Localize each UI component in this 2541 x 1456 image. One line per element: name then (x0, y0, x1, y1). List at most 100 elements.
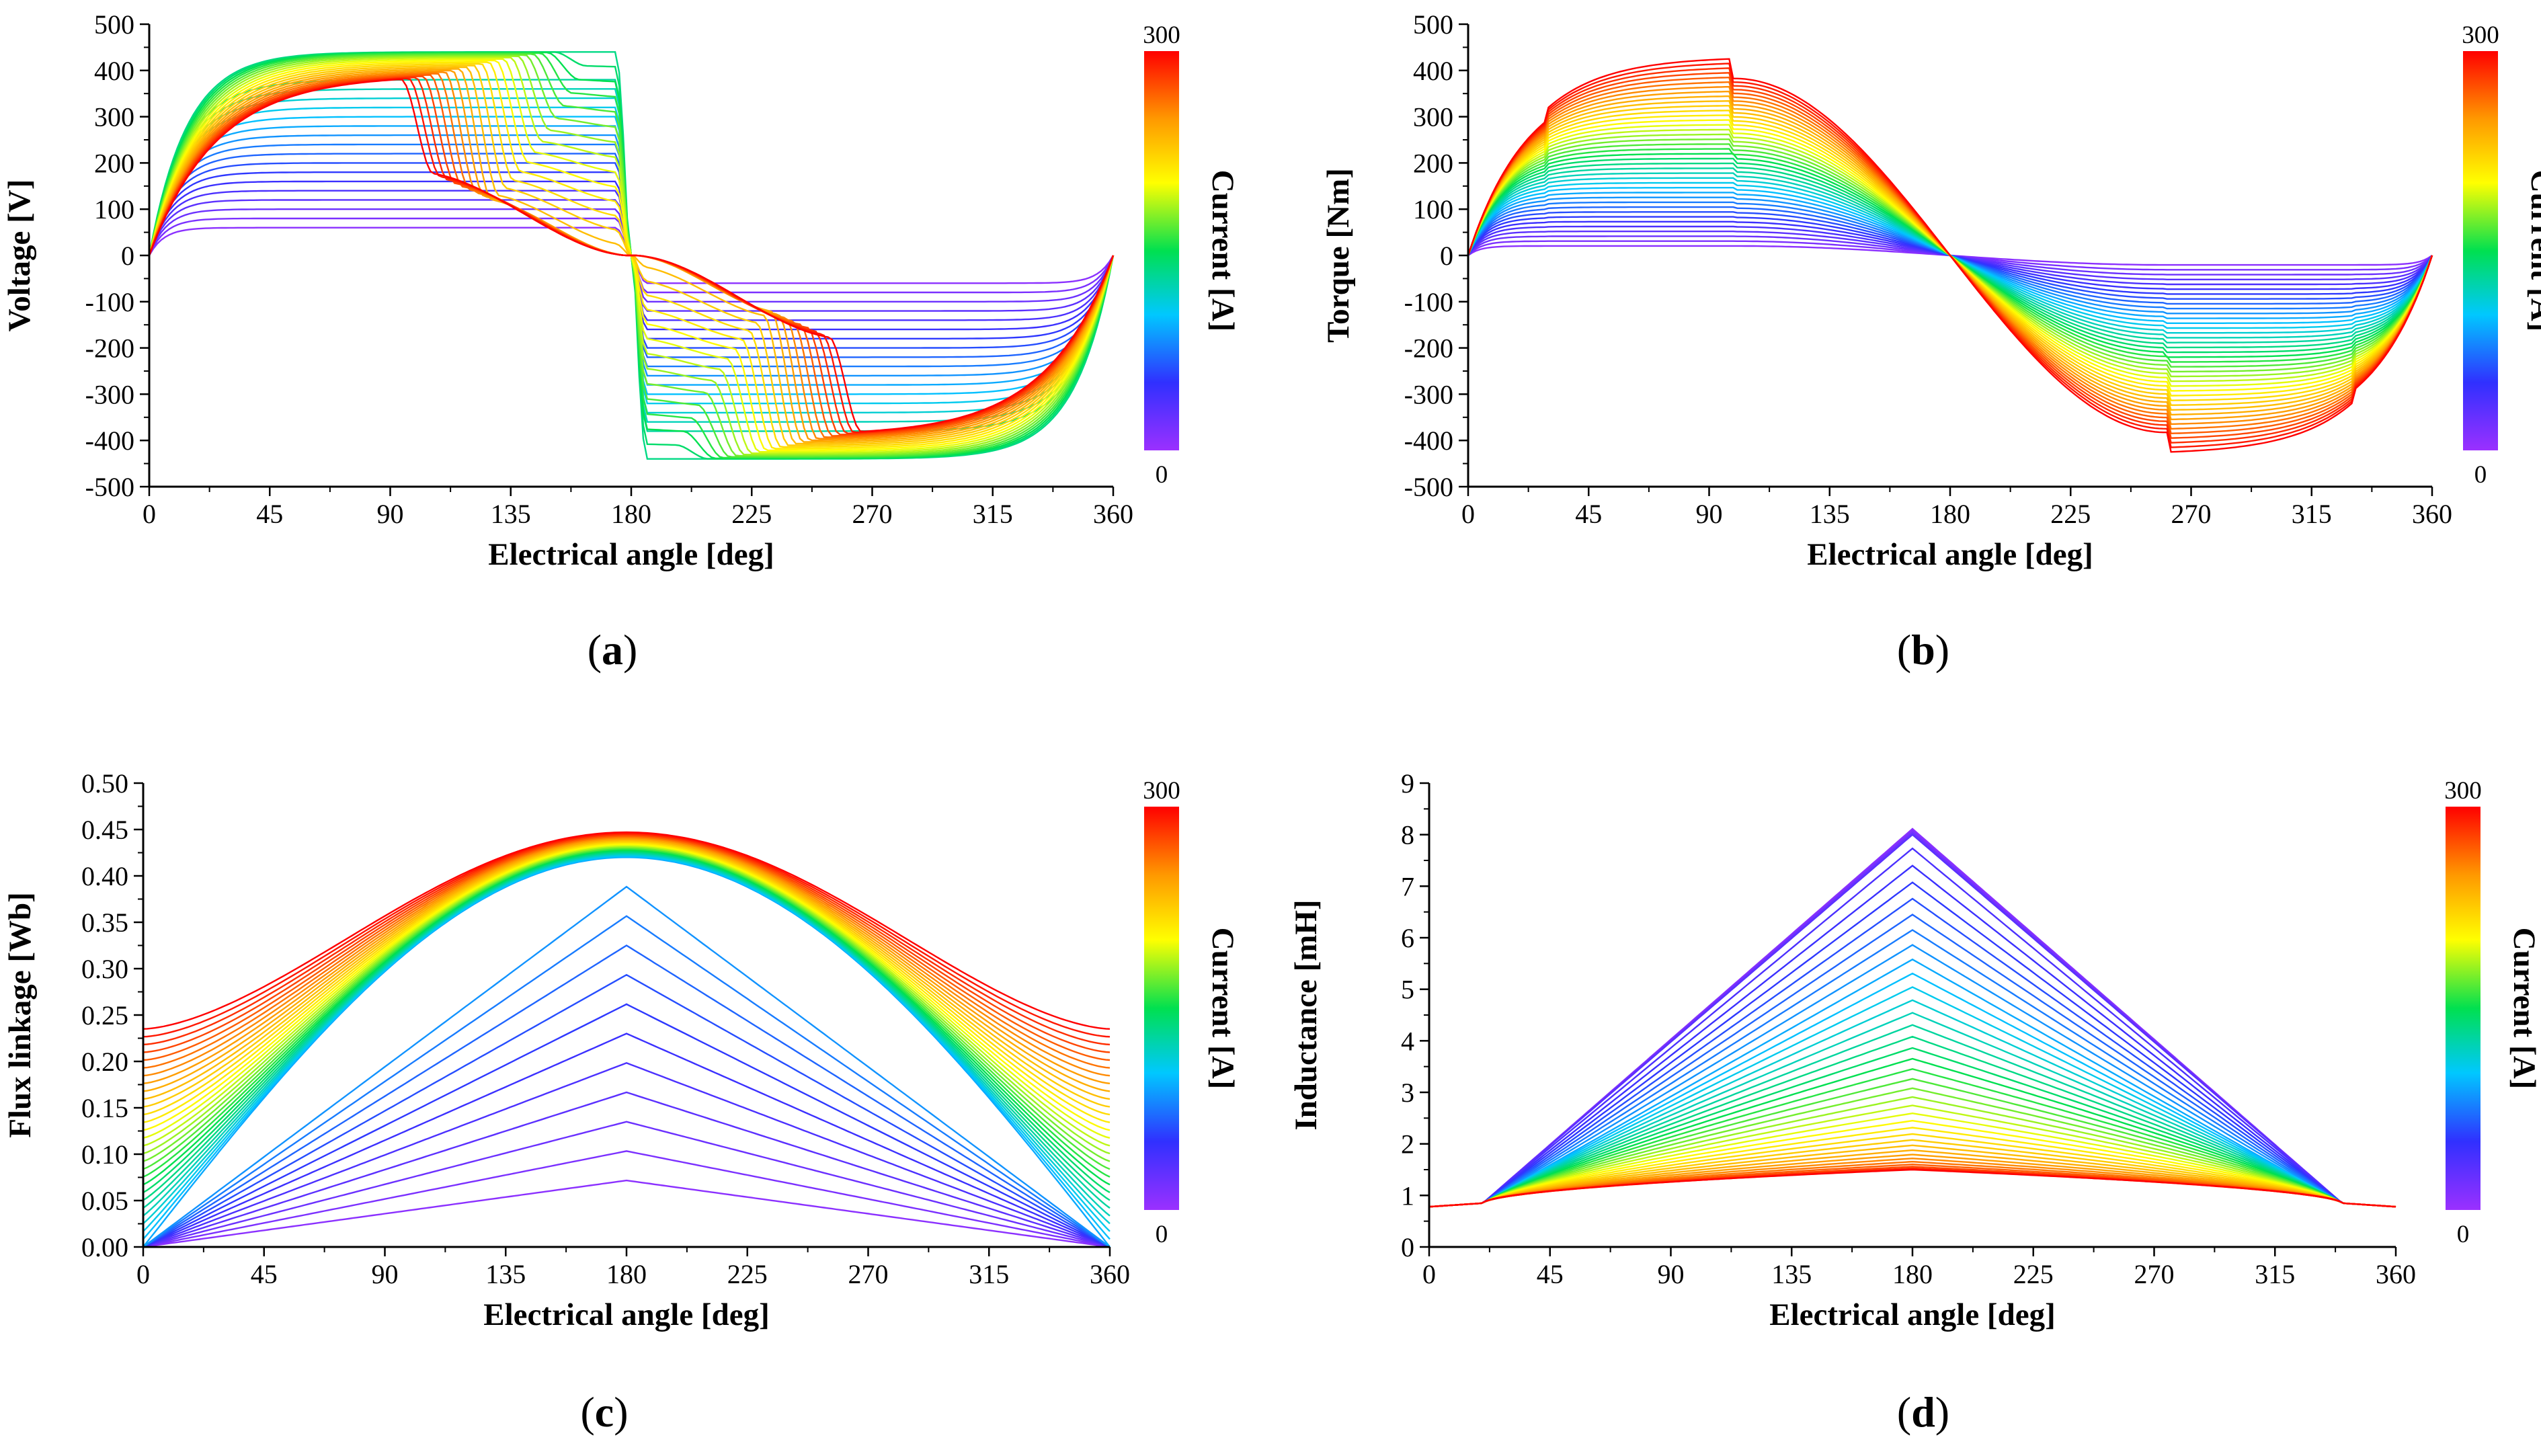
y-axis-title: Torque [Nm] (1321, 168, 1356, 343)
series-line (1428, 1119, 2396, 1208)
panel-label-open-paren: ( (588, 626, 602, 674)
series-line (1428, 914, 2396, 1208)
y-tick-label: 200 (94, 148, 134, 178)
series-line (143, 854, 1111, 1225)
x-tick-label: 360 (2376, 1259, 2416, 1289)
panel-label-letter: b (1911, 626, 1935, 674)
y-tick-label: 400 (94, 56, 134, 86)
panel-label-close-paren: ) (623, 626, 637, 674)
x-tick-label: 225 (731, 499, 772, 529)
x-tick-label: 180 (1930, 499, 1970, 529)
series-group (1428, 827, 2396, 1208)
series-line (1428, 1035, 2396, 1208)
x-tick-label: 0 (143, 499, 156, 529)
series-line (143, 973, 1111, 1248)
x-tick-label: 225 (2013, 1259, 2054, 1289)
panel-label: (b) (1897, 626, 1949, 674)
colorbar (2463, 51, 2498, 450)
x-axis-title: Electrical angle [deg] (488, 537, 774, 572)
chart-panel-c: 0 45 90 135 180 225 270 315 360 0.00 0.05 0.10 0.15 0… (3, 768, 1240, 1436)
panel-label-open-paren: ( (1897, 626, 1911, 674)
series-line (143, 854, 1111, 1232)
series-line (143, 841, 1111, 1116)
x-tick-label: 135 (491, 499, 531, 529)
y-tick-label: -300 (85, 379, 134, 409)
series-line (143, 832, 1111, 1038)
colorbar-max-label: 300 (2462, 22, 2499, 49)
series-line (1428, 944, 2396, 1208)
x-tick-label: 315 (973, 499, 1013, 529)
x-tick-label: 135 (1771, 1259, 1812, 1289)
y-tick-label: 0.15 (81, 1093, 128, 1123)
chart-panel-d: 0 45 90 135 180 225 270 315 3600123456789Electri… (1289, 768, 2541, 1436)
x-tick-label: 270 (2134, 1259, 2175, 1289)
y-tick-label: 0.40 (81, 861, 128, 891)
panel-label: (a) (588, 626, 638, 674)
series-line (143, 846, 1111, 1162)
x-tick-label: 180 (1892, 1259, 1933, 1289)
series-line (1428, 1158, 2396, 1208)
series-group (143, 831, 1111, 1248)
series-line (1428, 864, 2396, 1208)
y-tick-label: 500 (1413, 9, 1453, 40)
x-tick-label: 45 (1575, 499, 1602, 529)
series-line (143, 839, 1111, 1100)
y-tick-label: 3 (1401, 1078, 1414, 1108)
panel-label: (d) (1897, 1388, 1949, 1436)
series-line (143, 852, 1111, 1209)
y-tick-label: 0.00 (81, 1232, 128, 1262)
y-tick-label: -100 (85, 287, 134, 317)
x-tick-label: 360 (2412, 499, 2452, 529)
series-line (143, 856, 1111, 1248)
x-axis-title: Electrical angle [deg] (483, 1297, 769, 1332)
x-tick-label: 315 (2292, 499, 2332, 529)
y-tick-label: 1 (1401, 1180, 1414, 1211)
series-line (1428, 1133, 2396, 1208)
series-line (143, 840, 1111, 1108)
chart-panel-a: 0 45 90 135 180 225 270 315 360 -500 -400 -300 -200 -… (2, 9, 1240, 674)
series-line (143, 850, 1111, 1193)
series-line (1428, 1168, 2396, 1208)
series-line (143, 846, 1111, 1155)
x-tick-label: 225 (2050, 499, 2091, 529)
y-tick-label: 300 (94, 102, 134, 132)
y-tick-label: 0.45 (81, 815, 128, 845)
series-line (143, 838, 1111, 1092)
series-line (143, 1062, 1111, 1248)
colorbar-title: Current [A] (2524, 170, 2541, 332)
series-line (1428, 881, 2396, 1208)
series-line (1428, 986, 2396, 1208)
y-tick-label: -500 (85, 472, 134, 502)
y-tick-label: 2 (1401, 1129, 1414, 1160)
x-tick-label: 0 (1461, 499, 1475, 529)
y-tick-label: 0.05 (81, 1186, 128, 1216)
series-line (1428, 1012, 2396, 1208)
x-tick-label: 45 (256, 499, 283, 529)
x-tick-label: 90 (1696, 499, 1723, 529)
y-tick-label: 0.30 (81, 954, 128, 984)
series-line (1467, 58, 2433, 453)
x-tick-label: 315 (2255, 1259, 2295, 1289)
y-tick-label: -500 (1404, 472, 1453, 502)
series-line (143, 831, 1111, 1030)
panel-label-letter: d (1911, 1388, 1935, 1436)
x-axis-title: Electrical angle [deg] (1807, 537, 2093, 572)
series-line (1428, 1149, 2396, 1208)
series-line (143, 834, 1111, 1053)
colorbar-min-label: 0 (1156, 461, 1168, 489)
y-tick-label: 0.35 (81, 907, 128, 938)
x-tick-label: 0 (1422, 1259, 1436, 1289)
x-tick-label: 360 (1093, 499, 1133, 529)
series-line (1428, 1057, 2396, 1208)
y-tick-label: 6 (1401, 923, 1414, 953)
series-line (1428, 897, 2396, 1208)
x-tick-label: 360 (1090, 1259, 1130, 1289)
series-line (1428, 1154, 2396, 1208)
y-tick-label: 0 (1401, 1232, 1414, 1262)
colorbar-min-label: 0 (2474, 461, 2487, 489)
y-tick-label: 100 (1413, 194, 1453, 225)
colorbar-min-label: 0 (1156, 1221, 1168, 1248)
series-line (143, 843, 1111, 1131)
series-line (143, 1003, 1111, 1248)
y-tick-label: 200 (1413, 148, 1453, 178)
